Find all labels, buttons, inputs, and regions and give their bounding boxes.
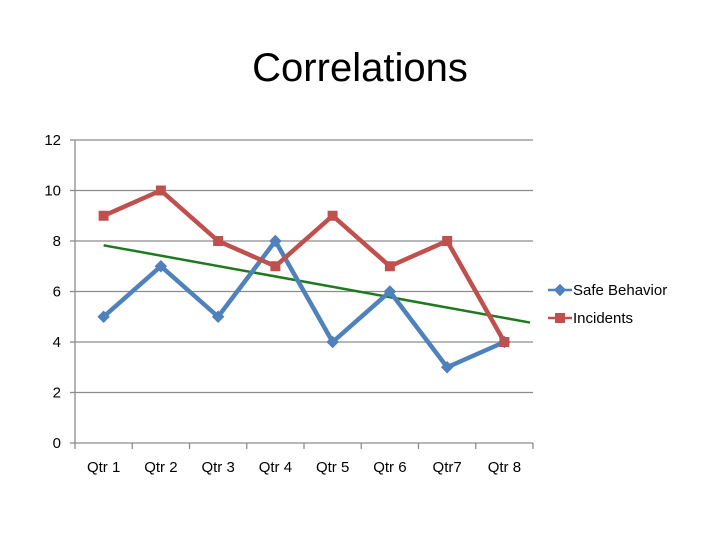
- data-point: [211, 310, 225, 323]
- data-point: [440, 361, 454, 374]
- x-tick-label: Qtr7: [433, 459, 462, 476]
- legend-item: Safe Behavior: [548, 282, 667, 299]
- series-incidents: [98, 185, 510, 347]
- data-point: [213, 236, 224, 246]
- legend: Safe Behavior Incidents: [548, 282, 667, 327]
- axes: [74, 140, 533, 444]
- data-point: [442, 236, 453, 246]
- data-point: [383, 285, 397, 298]
- legend-marker: [553, 283, 567, 297]
- data-point: [97, 310, 110, 323]
- gridlines: [75, 139, 533, 394]
- data-point: [327, 210, 338, 221]
- trendline: [103, 244, 531, 324]
- x-tick-label: Qtr 3: [201, 459, 234, 476]
- x-tick-label: Qtr 1: [87, 459, 120, 476]
- trendline-group: [103, 244, 531, 324]
- data-point: [499, 337, 510, 347]
- data-point: [384, 261, 395, 272]
- legend-label: Safe Behavior: [573, 282, 667, 299]
- y-tick-label-2: 2: [53, 385, 61, 402]
- legend-item: Incidents: [548, 310, 633, 327]
- x-tick-label: Qtr 4: [259, 459, 292, 476]
- y-tick-label-10: 10: [44, 183, 61, 200]
- legend-marker: [555, 313, 565, 323]
- y-tick-label-12: 12: [44, 132, 61, 149]
- series-line: [102, 187, 507, 344]
- y-tick-label-0: 0: [53, 435, 61, 452]
- x-tick-label: Qtr 2: [144, 459, 177, 476]
- x-tick-label: Qtr 6: [373, 459, 406, 476]
- y-axis-ticks: 0 2 4 6 8 10 12: [44, 132, 75, 452]
- x-axis-ticks: Qtr 1 Qtr 2 Qtr 3 Qtr 4 Qtr 5 Qtr 6 Qtr7 Qtr 8: [74, 443, 534, 476]
- series-line: [102, 236, 506, 371]
- y-tick-label-8: 8: [53, 233, 61, 250]
- data-point: [98, 210, 109, 221]
- y-tick-label-6: 6: [53, 284, 61, 301]
- chart-title: Correlations: [252, 46, 468, 90]
- series-group: [97, 185, 511, 374]
- data-point: [270, 261, 281, 272]
- x-tick-label: Qtr 5: [316, 459, 349, 476]
- legend-label: Incidents: [573, 310, 633, 327]
- data-point: [269, 234, 282, 248]
- data-point: [154, 260, 168, 273]
- data-point: [326, 335, 339, 349]
- data-point: [155, 185, 166, 196]
- x-tick-label: Qtr 8: [488, 459, 521, 476]
- y-tick-label-4: 4: [53, 334, 61, 351]
